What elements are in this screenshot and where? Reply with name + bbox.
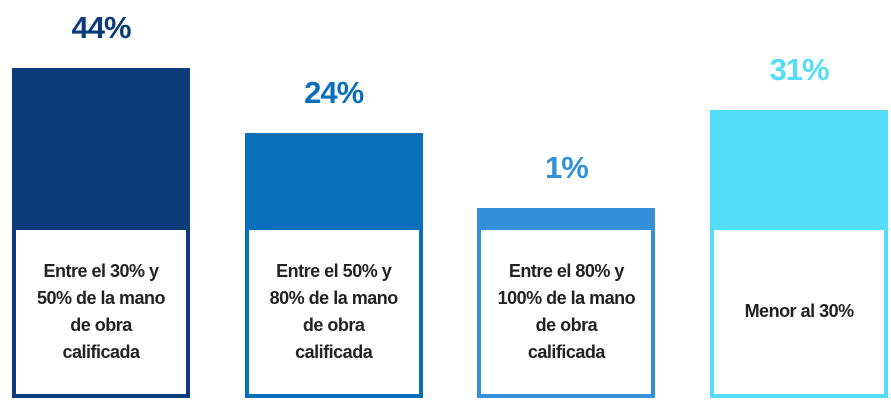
category-label: Entre el 80% y 100% de la mano de obra c…	[481, 229, 652, 394]
value-label: 31%	[769, 51, 830, 87]
bar: Menor al 30%	[710, 109, 889, 398]
category-label: Menor al 30%	[714, 229, 885, 394]
bar: Entre el 30% y 50% de la mano de obra ca…	[12, 67, 190, 398]
category-label: Entre el 30% y 50% de la mano de obra ca…	[16, 229, 186, 394]
value-label: 44%	[71, 9, 131, 45]
bar: Entre el 80% y 100% de la mano de obra c…	[477, 207, 656, 398]
category-label: Entre el 50% y 80% de la mano de obra ca…	[248, 229, 419, 394]
bar: Entre el 50% y 80% de la mano de obra ca…	[244, 132, 423, 398]
value-label: 24%	[304, 74, 364, 110]
value-label: 1%	[544, 149, 589, 185]
